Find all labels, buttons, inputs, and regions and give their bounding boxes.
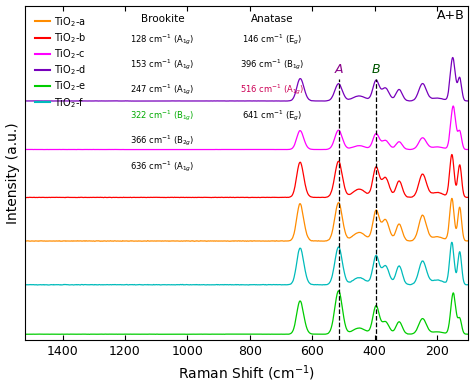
Text: 128 cm$^{-1}$ (A$_{1g}$): 128 cm$^{-1}$ (A$_{1g}$): [130, 32, 195, 47]
Text: 641 cm$^{-1}$ (E$_{g}$): 641 cm$^{-1}$ (E$_{g}$): [242, 108, 302, 123]
Text: 247 cm$^{-1}$ (A$_{1g}$): 247 cm$^{-1}$ (A$_{1g}$): [130, 83, 195, 97]
Text: B: B: [372, 63, 380, 76]
X-axis label: Raman Shift (cm$^{-1}$): Raman Shift (cm$^{-1}$): [178, 364, 315, 384]
Text: 516 cm$^{-1}$ (A$_{1g}$): 516 cm$^{-1}$ (A$_{1g}$): [239, 83, 304, 97]
Text: Brookite: Brookite: [141, 14, 184, 24]
Y-axis label: Intensity (a.u.): Intensity (a.u.): [6, 122, 19, 224]
Text: A+B: A+B: [438, 9, 465, 22]
Text: Anatase: Anatase: [250, 14, 293, 24]
Text: A: A: [334, 63, 343, 76]
Text: 366 cm$^{-1}$ (B$_{2g}$): 366 cm$^{-1}$ (B$_{2g}$): [130, 134, 195, 148]
Text: 153 cm$^{-1}$ (A$_{1g}$): 153 cm$^{-1}$ (A$_{1g}$): [130, 58, 195, 72]
Text: 322 cm$^{-1}$ (B$_{1g}$): 322 cm$^{-1}$ (B$_{1g}$): [130, 108, 195, 123]
Text: 396 cm$^{-1}$ (B$_{1g}$): 396 cm$^{-1}$ (B$_{1g}$): [239, 58, 304, 72]
Text: 146 cm$^{-1}$ (E$_{g}$): 146 cm$^{-1}$ (E$_{g}$): [242, 32, 302, 47]
Text: 636 cm$^{-1}$ (A$_{1g}$): 636 cm$^{-1}$ (A$_{1g}$): [130, 159, 195, 173]
Legend: TiO$_2$-a, TiO$_2$-b, TiO$_2$-c, TiO$_2$-d, TiO$_2$-e, TiO$_2$-f: TiO$_2$-a, TiO$_2$-b, TiO$_2$-c, TiO$_2$…: [31, 11, 90, 114]
